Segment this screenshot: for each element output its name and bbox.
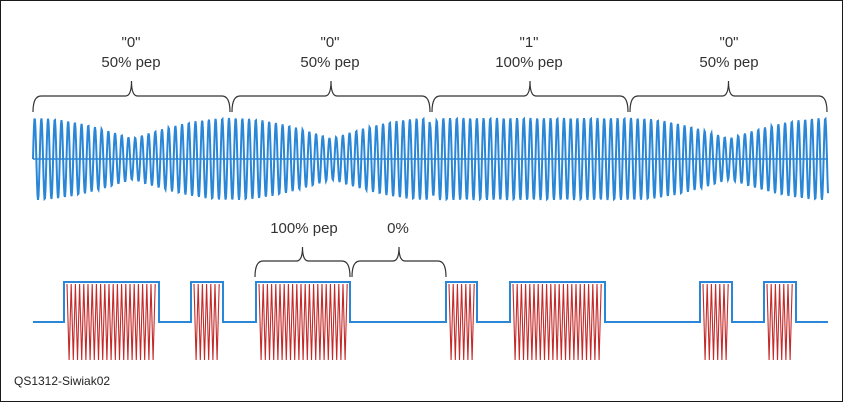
segment-2-bit: "0" — [321, 34, 340, 51]
ook-envelope — [33, 281, 828, 323]
carrier-wave — [32, 116, 829, 202]
top-brace-1 — [32, 80, 231, 113]
on-level-label: 100% pep — [270, 220, 338, 237]
off-level-label: 0% — [387, 220, 409, 237]
segment-2-level: 50% pep — [300, 54, 359, 71]
top-braces — [32, 80, 828, 113]
bottom-braces — [254, 246, 447, 278]
burst-1 — [66, 283, 156, 361]
burst-2 — [193, 283, 220, 361]
segment-3-level: 100% pep — [495, 54, 563, 71]
segment-1-level: 50% pep — [101, 54, 160, 71]
burst-6 — [702, 283, 729, 361]
segment-3-bit: "1" — [520, 34, 539, 51]
top-brace-4 — [629, 80, 828, 113]
segment-4-bit: "0" — [720, 34, 739, 51]
burst-4 — [448, 283, 475, 361]
burst-5 — [512, 283, 602, 361]
segment-4-level: 50% pep — [699, 54, 758, 71]
top-brace-3 — [431, 80, 629, 113]
top-brace-2 — [231, 80, 431, 113]
segment-1-bit: "0" — [122, 34, 141, 51]
bottom-brace-2 — [351, 246, 447, 278]
bottom-brace-1 — [254, 246, 351, 278]
figure-caption: QS1312-Siwiak02 — [14, 374, 110, 388]
burst-7 — [766, 283, 793, 361]
top-segment-labels: "0" 50% pep "0" 50% pep "1" 100% pep "0"… — [101, 34, 758, 71]
ook-bursts — [66, 283, 793, 361]
burst-3 — [258, 283, 348, 361]
